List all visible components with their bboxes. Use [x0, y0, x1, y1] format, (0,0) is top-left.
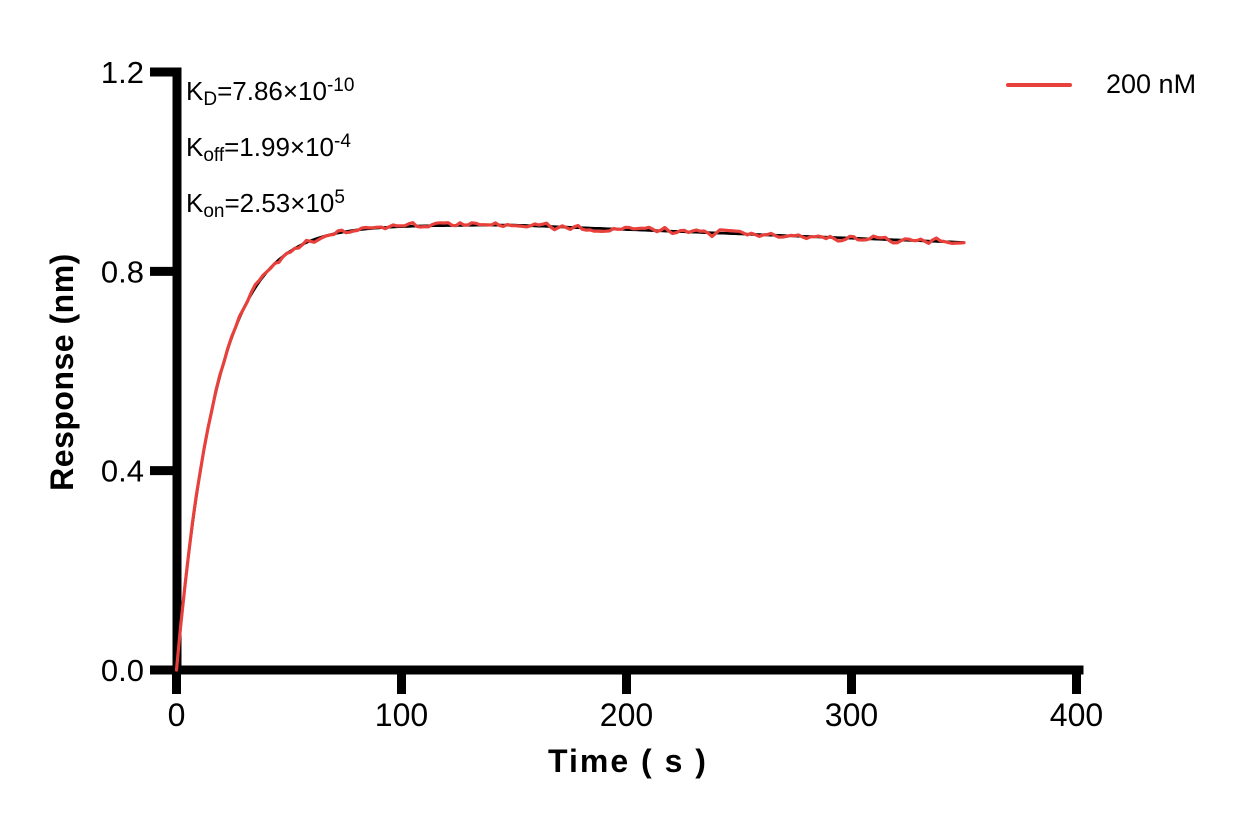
x-tick-label: 400: [1050, 697, 1103, 733]
fit-curve: [175, 223, 964, 671]
kon-annotation: Kon=2.53×105: [186, 177, 354, 233]
kon-symbol: K: [186, 188, 204, 218]
measured-curve-200nM: [174, 221, 966, 672]
legend-label: 200 nM: [1106, 69, 1197, 99]
koff-annotation: Koff=1.99×10-4: [186, 121, 354, 177]
y-tick-label: 0.0: [101, 653, 144, 688]
y-tick-label: 1.2: [101, 55, 144, 90]
koff-subscript: off: [203, 145, 225, 166]
x-tick-label: 300: [825, 697, 878, 733]
x-tick-label: 100: [375, 697, 428, 733]
kinetics-annotations: KD=7.86×10-10 Koff=1.99×10-4 Kon=2.53×10…: [186, 65, 354, 233]
kon-value: =2.53×10: [224, 188, 335, 218]
koff-value: =1.99×10: [224, 132, 335, 162]
kd-value: =7.86×10: [217, 76, 327, 106]
kd-symbol: K: [186, 76, 204, 106]
kd-subscript: D: [203, 89, 218, 110]
legend: 200 nM: [1006, 69, 1196, 100]
y-tick-label: 0.8: [101, 254, 144, 289]
x-tick-label: 0: [168, 697, 186, 733]
y-tick-label: 0.4: [101, 454, 144, 489]
x-axis-title: Time ( s ): [548, 743, 708, 779]
kon-subscript: on: [203, 201, 225, 222]
kd-exponent: -10: [326, 75, 355, 96]
x-tick-label: 200: [600, 697, 653, 733]
koff-exponent: -4: [334, 131, 351, 152]
kon-exponent: 5: [334, 187, 345, 208]
legend-line-swatch: [1006, 82, 1072, 87]
y-axis-title: Response (nm): [44, 253, 80, 491]
koff-symbol: K: [186, 132, 204, 162]
kd-annotation: KD=7.86×10-10: [186, 65, 354, 121]
